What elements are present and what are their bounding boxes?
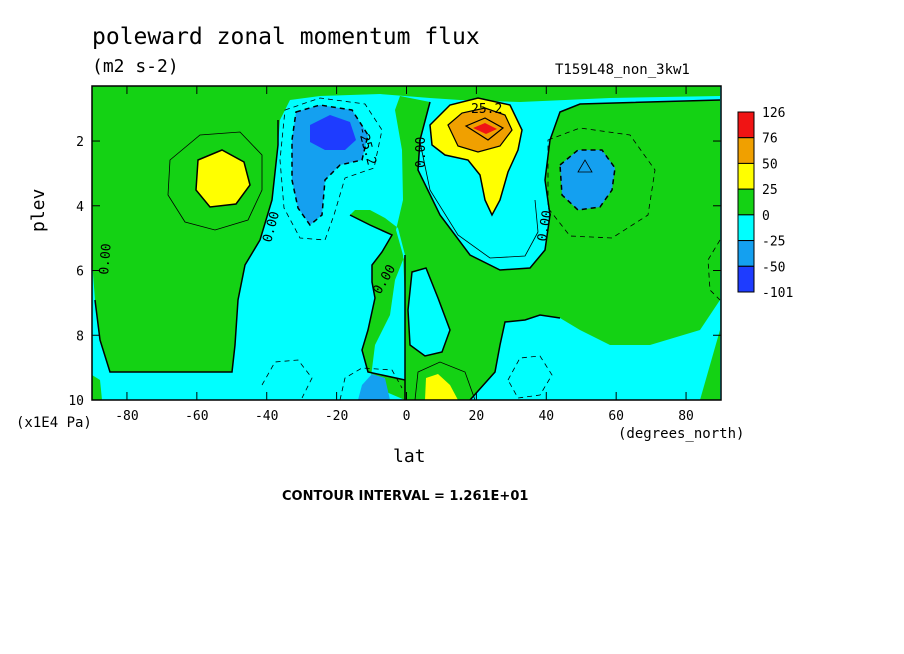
fill-yellow-south [196, 150, 250, 207]
contour-neg-bottom-a [261, 359, 313, 399]
contour-yellow-north [429, 97, 523, 217]
contour-neg-north-outer [547, 127, 656, 239]
axes: -80 -60 -40 -20 0 20 40 60 80 2 4 6 8 10 [68, 86, 721, 424]
contour-zero-center-lower [469, 314, 561, 400]
contour-neg-north-peak [577, 159, 593, 173]
x-tick-label: -40 [255, 409, 278, 424]
colorbar-label: 76 [762, 132, 778, 147]
x-tick-label: 80 [678, 409, 694, 424]
y-tick-label: 4 [76, 200, 84, 215]
contour-label-pos-top: 25.2 [471, 102, 502, 117]
colorbar-swatch [737, 137, 755, 164]
contour-neg-bottom-c [507, 355, 553, 399]
colorbar-label: -25 [762, 235, 785, 250]
fill-green-se [700, 330, 720, 400]
x-tick-label: -60 [185, 409, 208, 424]
x-axis-units: (degrees_north) [618, 426, 745, 442]
x-tick-label: -80 [115, 409, 138, 424]
contour-red-north [464, 117, 505, 141]
contour-pos-center-thin [419, 141, 539, 259]
fill-green-sw-corner [92, 375, 102, 400]
contour-label-zero-center: 0.00 [414, 137, 429, 168]
x-tick-label: 20 [469, 409, 485, 424]
fill-green-west [92, 86, 720, 372]
dataset-label: T159L48_non_3kw1 [555, 62, 690, 78]
contour-fills [92, 86, 721, 400]
fill-darkblue-south [310, 115, 356, 150]
x-tick-label: 0 [403, 409, 411, 424]
contour-orange-north [447, 107, 513, 153]
colorbar-label: 0 [762, 209, 770, 224]
colorbar-label: 50 [762, 157, 778, 172]
contour-neg-south-inner [291, 104, 369, 227]
y-tick-label: 2 [76, 135, 84, 150]
contour-neg-south-outer [279, 97, 383, 241]
contour-label-zero-far-west: 0.00 [97, 243, 115, 276]
contour-interval-note: CONTOUR INTERVAL = 1.261E+01 [282, 489, 529, 504]
x-tick-label: 40 [538, 409, 554, 424]
colorbar-swatch [737, 240, 755, 267]
y-axis-multiplier: (x1E4 Pa) [16, 415, 92, 431]
contour-zero-west [94, 120, 279, 373]
contour-neg-north-inner [559, 149, 616, 211]
contour-zero-tongue [349, 214, 406, 381]
colorbar-swatch [737, 214, 755, 242]
colorbar-label: 126 [762, 106, 785, 121]
fill-cyan-hole [408, 268, 450, 356]
x-tick-label: -20 [325, 409, 348, 424]
chart-title: poleward zonal momentum flux [92, 24, 480, 50]
contour-zero-center [417, 99, 721, 271]
y-tick-label: 10 [68, 394, 84, 409]
fill-blue-bottom [358, 374, 390, 400]
colorbar-swatch [737, 111, 755, 139]
colorbar-swatch [737, 188, 755, 216]
colorbar: 126 76 50 25 0 -25 -50 -101 [737, 106, 793, 301]
contour-zero-hole [407, 267, 451, 357]
fill-blue-north [560, 150, 615, 210]
colorbar-label: 25 [762, 183, 778, 198]
contour-yellow-south [195, 149, 251, 208]
x-tick-label: 60 [608, 409, 624, 424]
contour-pos-bottom-thin [414, 361, 476, 400]
fill-yellow-bottom [425, 374, 458, 400]
y-tick-label: 6 [76, 265, 84, 280]
contour-pos-south [167, 131, 263, 231]
fill-red-north [473, 123, 497, 134]
colorbar-label: -101 [762, 286, 793, 301]
contour-lines [94, 97, 721, 400]
colorbar-swatch [737, 162, 755, 190]
y-tick-label: 8 [76, 329, 84, 344]
contour-neg-east [707, 239, 721, 301]
contour-label-zero-east: 0.00 [535, 209, 555, 242]
chart-units: (m2 s-2) [92, 56, 179, 77]
colorbar-swatch [737, 265, 755, 293]
colorbar-label: -50 [762, 260, 785, 275]
x-axis-label: lat [393, 446, 426, 467]
